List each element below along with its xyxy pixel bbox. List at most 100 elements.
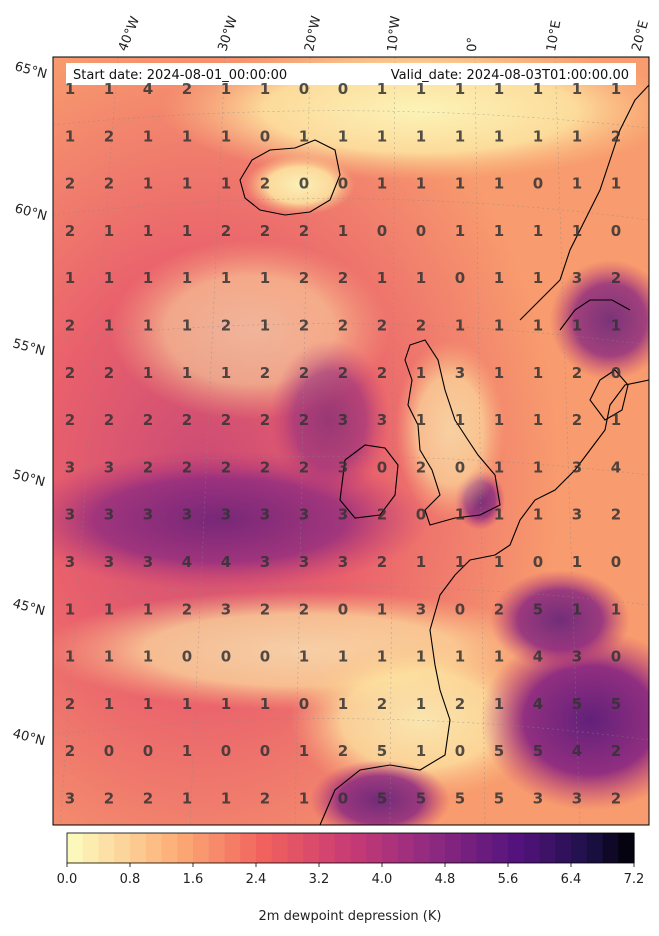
grid-value: 1 [416, 648, 426, 666]
colorbar-cell [350, 833, 367, 863]
colorbar-tick-label: 6.4 [561, 872, 582, 887]
grid-value: 2 [221, 411, 231, 429]
grid-value: 0 [533, 175, 543, 193]
grid-value: 2 [182, 80, 192, 98]
grid-value: 1 [182, 790, 192, 808]
lat-label-65n: 65°N [13, 59, 49, 82]
grid-value: 1 [494, 648, 504, 666]
grid-value: 1 [416, 695, 426, 713]
grid-value: 2 [182, 458, 192, 476]
grid-value: 0 [104, 742, 114, 760]
grid-value: 1 [221, 269, 231, 287]
grid-value: 2 [182, 600, 192, 618]
grid-value: 2 [611, 742, 621, 760]
grid-value: 2 [65, 364, 75, 382]
grid-value: 3 [299, 506, 309, 524]
grid-value: 2 [221, 222, 231, 240]
colorbar-tick-label: 0.8 [120, 872, 141, 887]
grid-value: 2 [260, 175, 270, 193]
colorbar-cell [618, 833, 635, 863]
grid-value: 1 [611, 317, 621, 335]
lat-label-60n: 60°N [13, 201, 49, 224]
grid-value: 1 [455, 80, 465, 98]
colorbar-cell [193, 833, 210, 863]
grid-value: 1 [377, 269, 387, 287]
grid-value: 5 [494, 790, 504, 808]
grid-value: 3 [299, 553, 309, 571]
grid-value: 4 [143, 80, 153, 98]
iceland-coast [239, 139, 341, 216]
grid-value: 1 [572, 317, 582, 335]
coastlines [239, 84, 649, 825]
grid-value: 3 [221, 600, 231, 618]
grid-value: 2 [377, 364, 387, 382]
grid-value: 1 [533, 269, 543, 287]
grid-value: 0 [338, 175, 348, 193]
grid-value: 2 [221, 458, 231, 476]
grid-value: 1 [260, 317, 270, 335]
grid-value: 1 [416, 364, 426, 382]
lon-label-20w: 20°W [302, 14, 324, 52]
grid-value: 1 [494, 127, 504, 145]
grid-value: 2 [377, 506, 387, 524]
lat-label-40n: 40°N [11, 726, 47, 749]
grid-value: 1 [494, 458, 504, 476]
grid-value: 3 [533, 790, 543, 808]
europe-coast [319, 379, 649, 825]
colorbar-cell [445, 833, 462, 863]
colorbar-cell [82, 833, 100, 863]
grid-value: 3 [455, 364, 465, 382]
grid-value: 1 [182, 695, 192, 713]
grid-value: 2 [65, 317, 75, 335]
grid-value: 3 [260, 506, 270, 524]
grid-value: 1 [260, 80, 270, 98]
grid-value: 0 [533, 553, 543, 571]
colorbar-cell [476, 833, 493, 863]
grid-value: 0 [299, 80, 309, 98]
colorbar-cell [366, 833, 383, 863]
colorbar-cell [256, 833, 273, 863]
grid-value: 2 [377, 553, 387, 571]
grid-value: 5 [416, 790, 426, 808]
info-bar: Start date: 2024-08-01_00:00:00 Valid_da… [66, 63, 636, 85]
grid-value: 1 [338, 648, 348, 666]
grid-value: 4 [572, 742, 582, 760]
grid-value: 1 [533, 458, 543, 476]
graticule [53, 57, 649, 825]
grid-value: 3 [143, 553, 153, 571]
grid-value: 1 [104, 80, 114, 98]
grid-value: 2 [143, 411, 153, 429]
grid-value: 1 [182, 364, 192, 382]
lon-label-20e: 20°E [629, 19, 652, 53]
colorbar-cell [98, 833, 115, 863]
grid-value: 2 [65, 175, 75, 193]
grid-value: 2 [65, 222, 75, 240]
grid-value: 0 [221, 742, 231, 760]
grid-value: 0 [299, 175, 309, 193]
grid-value: 1 [338, 695, 348, 713]
colorbar-cell [177, 833, 194, 863]
grid-value: 1 [182, 742, 192, 760]
grid-value: 4 [533, 648, 543, 666]
grid-value: 0 [416, 506, 426, 524]
grid-value: 2 [182, 411, 192, 429]
grid-value: 1 [416, 175, 426, 193]
lon-label-0: 0° [465, 37, 481, 52]
map-frame [52, 56, 650, 826]
grid-value: 1 [572, 80, 582, 98]
grid-value: 1 [182, 175, 192, 193]
grid-value: 2 [572, 364, 582, 382]
grid-value: 2 [260, 600, 270, 618]
grid-value: 0 [221, 648, 231, 666]
colorbar-tick-label: 4.0 [372, 872, 393, 887]
grid-value: 0 [260, 742, 270, 760]
grid-value: 1 [377, 648, 387, 666]
colorbar-cell [539, 833, 556, 863]
colorbar-cell [303, 833, 320, 863]
value-grid: 1 1 4 2 1 1 0 0 1 1 1 1 1 1 1 1 2 1 1 1 0 1 1 1 1 1 1 1 1 2 2 2 1 1 1 2 0 0 1 1… [65, 80, 621, 808]
britain-coast [404, 339, 501, 526]
grid-value: 3 [65, 506, 75, 524]
grid-value: 3 [338, 506, 348, 524]
grid-value: 1 [611, 411, 621, 429]
grid-value: 1 [65, 269, 75, 287]
